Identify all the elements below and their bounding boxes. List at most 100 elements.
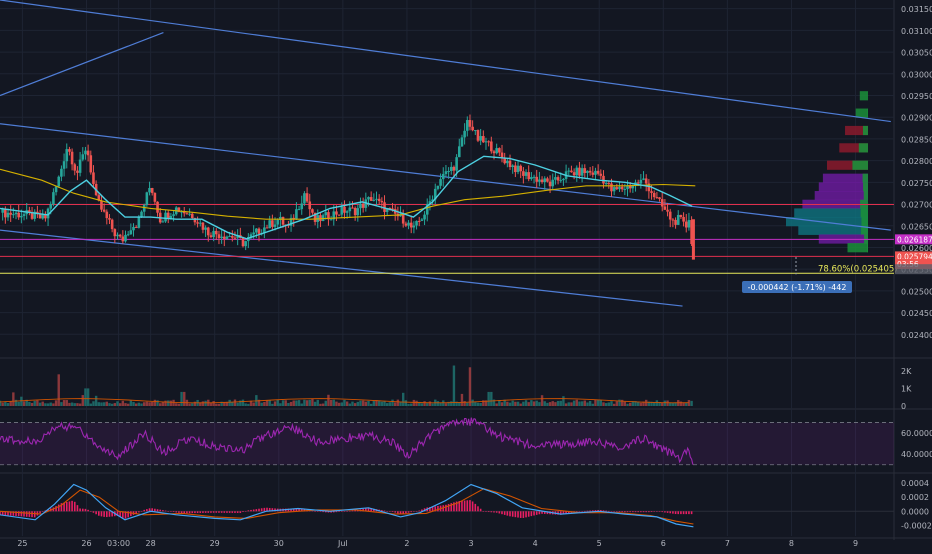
volume-bar — [73, 403, 76, 406]
volume-bar — [4, 402, 7, 406]
candle-body — [340, 206, 344, 215]
candle-body — [84, 150, 87, 155]
volume-profile-bar-up — [863, 191, 868, 201]
volume-bar — [487, 391, 490, 406]
macd-histogram-bar — [324, 511, 327, 513]
candle-body — [388, 208, 392, 210]
volume-bar — [615, 401, 619, 406]
volume-bar — [356, 401, 360, 406]
candle-body — [81, 154, 85, 160]
volume-bar — [271, 403, 274, 406]
candle-body — [308, 201, 312, 210]
macd-histogram-bar — [76, 505, 79, 512]
candles — [1, 114, 693, 251]
volume-bar — [474, 402, 477, 406]
candle-body — [177, 207, 181, 212]
candle-body — [570, 170, 573, 173]
candle-body — [431, 199, 434, 202]
macd-histogram-bar — [605, 510, 607, 512]
macd-histogram-bar — [186, 511, 188, 514]
volume-bar — [511, 400, 514, 406]
candle-body — [444, 171, 448, 174]
macd-histogram-bar — [17, 511, 20, 517]
candle-body — [359, 203, 362, 209]
macd-histogram-bar — [247, 510, 250, 512]
volume-profile-bar — [822, 173, 868, 183]
volume-bar — [426, 403, 429, 406]
macd-histogram-bar — [79, 508, 81, 512]
candle-body — [271, 220, 274, 227]
time-tick-label: 5 — [597, 539, 602, 548]
candle-body — [447, 171, 450, 173]
volume-bar — [415, 400, 418, 406]
candle-body — [28, 210, 31, 212]
volume-bar — [212, 401, 215, 406]
volume-bar — [44, 403, 47, 406]
macd-histogram-bar — [292, 508, 295, 512]
macd-histogram-bar — [236, 511, 239, 513]
candle-body — [54, 186, 58, 193]
macd-histogram-bar — [666, 511, 669, 513]
candle-body — [44, 214, 47, 219]
volume-bar — [506, 401, 509, 406]
candle-body — [188, 213, 191, 215]
time-tick-label: 7 — [725, 539, 730, 548]
candle-body — [134, 226, 138, 228]
candle-body — [404, 223, 408, 226]
candle-body — [223, 236, 226, 239]
candle-body — [105, 211, 109, 219]
candle-body — [257, 228, 261, 234]
macd-histogram-bar — [335, 511, 338, 513]
macd-histogram-bar — [405, 511, 407, 514]
candle-body — [57, 176, 61, 187]
candle-body — [46, 208, 50, 219]
candle-body — [519, 165, 522, 172]
candle-body — [273, 224, 277, 227]
volume-bar — [335, 401, 338, 406]
candle-body — [38, 214, 42, 219]
macd-histogram-bar — [421, 509, 423, 512]
candle-body — [479, 136, 482, 141]
volume-bar — [345, 401, 349, 406]
macd-histogram-bar — [650, 511, 653, 512]
volume-bar — [348, 403, 352, 406]
volume-bar — [100, 402, 103, 406]
rsi-tick-label: 60.0000 — [901, 429, 932, 438]
candle-body — [687, 220, 691, 228]
volume-bar — [492, 399, 496, 406]
candle-body — [102, 209, 106, 212]
macd-histogram-bar — [87, 509, 89, 512]
macd-histogram-bar — [47, 509, 49, 512]
candle-body — [137, 217, 141, 228]
candle-body — [543, 178, 547, 183]
volume-bar — [682, 402, 685, 406]
volume-bar — [140, 403, 143, 406]
volume-bar — [81, 395, 84, 406]
macd-histogram-bar — [613, 511, 615, 512]
candle-body — [503, 157, 506, 164]
volume-bar — [631, 401, 635, 406]
volume-bar — [177, 403, 181, 406]
volume-bar — [228, 399, 231, 406]
macd-histogram-bar — [680, 511, 682, 515]
macd-histogram-bar — [600, 510, 602, 512]
sma-line — [0, 168, 696, 220]
volume-bar — [551, 401, 554, 406]
candle-body — [626, 185, 629, 190]
volume-bar — [671, 402, 675, 406]
macd-histogram-bar — [525, 511, 527, 518]
candle-body — [65, 149, 69, 162]
volume-bar — [377, 400, 381, 406]
volume-bar — [108, 403, 111, 406]
volume-bar — [287, 403, 290, 406]
macd-histogram-bar — [242, 511, 244, 512]
volume-tick-label: 1K — [901, 384, 912, 393]
macd-histogram-bar — [479, 508, 482, 512]
price-tag — [895, 234, 932, 245]
volume-bar — [289, 401, 293, 406]
candle-body — [249, 234, 253, 237]
candle-body — [78, 159, 82, 173]
